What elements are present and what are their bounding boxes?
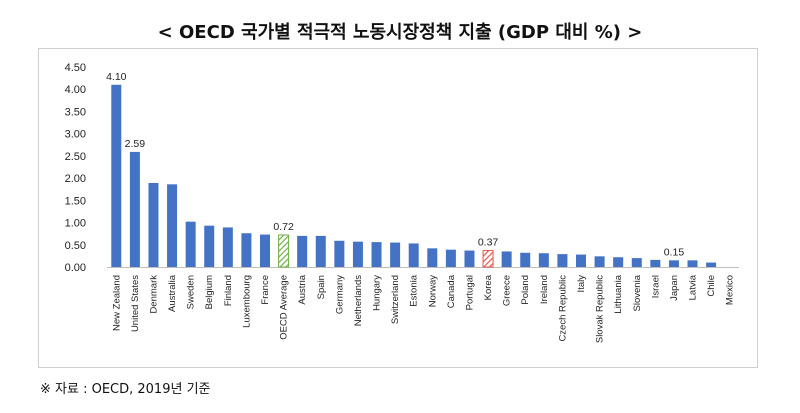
- category-label-israel: Israel: [650, 275, 661, 298]
- category-label-poland: Poland: [520, 275, 531, 305]
- bar-italy: [576, 254, 586, 267]
- category-label-denmark: Denmark: [148, 275, 159, 314]
- y-tick-label: 0.50: [65, 240, 86, 252]
- data-label-korea: 0.37: [478, 237, 499, 249]
- bar-slovenia: [631, 258, 642, 267]
- y-tick-label: 4.50: [65, 62, 86, 74]
- y-tick-label: 3.50: [65, 106, 86, 118]
- chart-title: < OECD 국가별 적극적 노동시장정책 지출 (GDP 대비 %) >: [157, 22, 643, 43]
- bar-poland: [520, 252, 531, 267]
- bar-germany: [334, 240, 345, 267]
- bar-greece: [501, 251, 512, 267]
- bar-korea: [482, 250, 494, 268]
- category-label-netherlands: Netherlands: [353, 275, 364, 326]
- bar-switzerland: [390, 242, 401, 267]
- category-label-italy: Italy: [576, 275, 587, 293]
- bar-united-states: [129, 151, 140, 267]
- category-label-japan: Japan: [669, 275, 680, 301]
- bar-chart: 0.00 0.50 1.00 1.50 2.00 2.50 3.00 3.50 4.00 4.50…: [65, 62, 739, 343]
- bar-belgium: [204, 225, 215, 267]
- category-label-germany: Germany: [334, 275, 345, 314]
- y-tick-label: 0.00: [65, 262, 86, 274]
- category-label-canada: Canada: [446, 274, 457, 308]
- category-label-new-zealand: New Zealand: [111, 275, 122, 331]
- category-label-latvia: Latvia: [688, 274, 699, 300]
- bar-czech-republic: [557, 254, 568, 267]
- data-label-japan: 0.15: [664, 246, 685, 258]
- bar-norway: [427, 248, 438, 267]
- category-label-hungary: Hungary: [372, 275, 383, 311]
- category-label-finland: Finland: [223, 275, 234, 306]
- y-tick-label: 3.00: [65, 129, 86, 141]
- bar-sweden: [185, 221, 196, 267]
- y-tick-label: 1.50: [65, 195, 86, 207]
- y-axis-tick-labels: 0.00 0.50 1.00 1.50 2.00 2.50 3.00 3.50 4.00 4.50: [65, 62, 86, 274]
- bar-japan: [668, 260, 679, 267]
- category-label-portugal: Portugal: [464, 275, 475, 310]
- bar-luxembourg: [241, 233, 252, 267]
- y-tick-label: 1.00: [65, 218, 86, 230]
- bar-slovak-republic: [594, 256, 605, 267]
- category-label-greece: Greece: [502, 275, 513, 306]
- category-label-sweden: Sweden: [186, 275, 197, 309]
- bar-oecd-average: [278, 234, 290, 268]
- category-label-estonia: Estonia: [409, 274, 420, 306]
- bar-chile: [706, 262, 717, 267]
- category-label-australia: Australia: [167, 274, 178, 312]
- category-label-slovenia: Slovenia: [632, 274, 643, 311]
- category-labels: New Zealand United States Denmark Australia…: [111, 274, 735, 343]
- category-label-czech-republic: Czech Republic: [557, 275, 568, 342]
- bar-latvia: [687, 260, 698, 267]
- category-label-slovak-republic: Slovak Republic: [595, 275, 606, 343]
- bar-lithuania: [613, 257, 624, 267]
- bar-spain: [315, 235, 326, 267]
- bar-hungary: [371, 242, 382, 267]
- category-label-chile: Chile: [706, 275, 717, 297]
- data-label-new-zealand: 4.10: [106, 71, 127, 83]
- category-label-switzerland: Switzerland: [390, 275, 401, 324]
- bar-denmark: [148, 183, 159, 267]
- category-label-oecd-average: OECD Average: [279, 275, 290, 340]
- category-label-france: France: [260, 275, 271, 305]
- category-label-spain: Spain: [316, 275, 327, 299]
- category-label-austria: Austria: [297, 274, 308, 304]
- bar-netherlands: [352, 241, 363, 267]
- category-label-belgium: Belgium: [204, 275, 215, 309]
- data-labels: 4.10 2.59 0.72 0.37 0.15: [106, 71, 684, 259]
- category-label-luxembourg: Luxembourg: [241, 275, 252, 328]
- bars: [111, 84, 717, 268]
- source-note: ※ 자료 : OECD, 2019년 기준: [40, 382, 211, 397]
- category-label-norway: Norway: [427, 275, 438, 307]
- bar-canada: [445, 249, 456, 267]
- data-label-united-states: 2.59: [125, 138, 146, 150]
- bar-ireland: [538, 253, 549, 267]
- category-label-korea: Korea: [483, 274, 494, 300]
- category-label-ireland: Ireland: [539, 275, 550, 304]
- chart-frame: 0.00 0.50 1.00 1.50 2.00 2.50 3.00 3.50 4.00 4.50…: [38, 48, 758, 368]
- bar-estonia: [408, 243, 419, 267]
- bar-austria: [297, 235, 308, 267]
- bar-new-zealand: [111, 84, 122, 268]
- bar-israel: [650, 259, 661, 267]
- category-label-lithuania: Lithuania: [613, 274, 624, 313]
- category-label-mexico: Mexico: [725, 275, 736, 305]
- bar-france: [260, 234, 270, 267]
- bar-australia: [167, 184, 178, 267]
- bar-portugal: [464, 250, 475, 267]
- y-tick-label: 2.00: [65, 173, 86, 185]
- bar-finland: [222, 227, 233, 267]
- data-label-oecd-average: 0.72: [273, 221, 294, 233]
- y-tick-label: 2.50: [65, 151, 86, 163]
- category-label-united-states: United States: [130, 275, 141, 332]
- y-tick-label: 4.00: [65, 84, 86, 96]
